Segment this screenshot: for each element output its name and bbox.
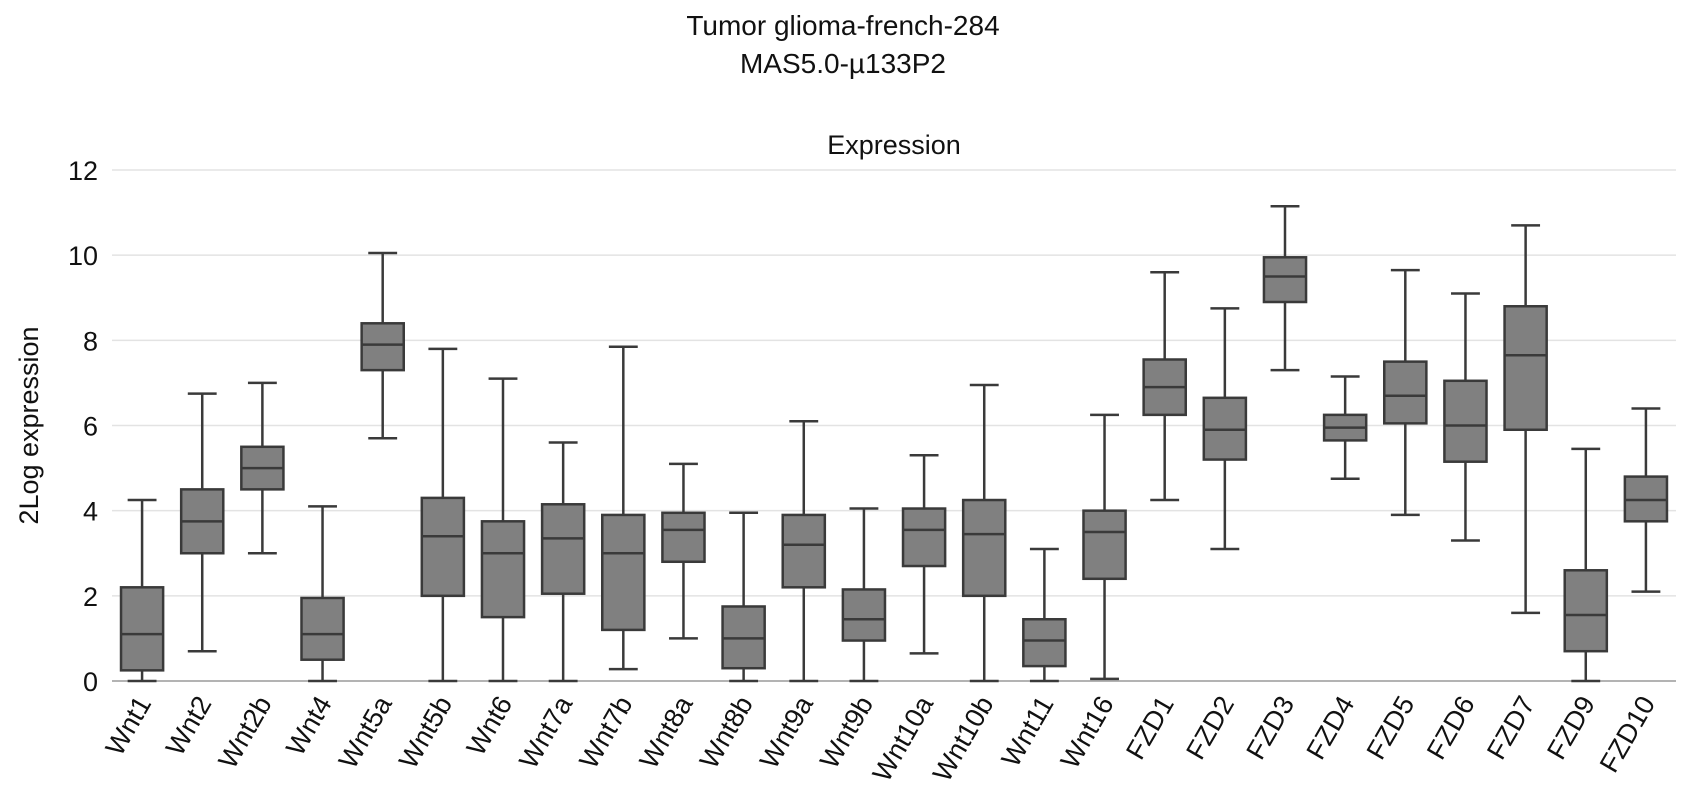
x-tick-label-FZD6: FZD6 xyxy=(1421,691,1481,764)
x-tick-label-FZD10: FZD10 xyxy=(1594,691,1661,777)
iqr-box xyxy=(360,322,405,372)
iqr-box xyxy=(661,511,706,564)
iqr-box xyxy=(901,507,947,568)
x-tick-label-FZD7: FZD7 xyxy=(1481,691,1541,764)
x-tick-label-FZD1: FZD1 xyxy=(1120,691,1180,764)
box-Wnt8a xyxy=(661,462,706,640)
box-FZD3 xyxy=(1262,204,1308,372)
x-tick-label-Wnt4: Wnt4 xyxy=(280,691,337,761)
iqr-box xyxy=(480,520,526,619)
y-tick-label-12: 12 xyxy=(68,156,98,186)
x-tick-label-Wnt11: Wnt11 xyxy=(996,691,1060,772)
box-Wnt1 xyxy=(119,498,165,683)
iqr-box xyxy=(961,498,1007,598)
x-tick-label-FZD9: FZD9 xyxy=(1541,691,1601,764)
x-tick-label-Wnt2: Wnt2 xyxy=(160,691,217,761)
y-tick-label-2: 2 xyxy=(83,582,98,612)
iqr-box xyxy=(841,588,887,642)
box-Wnt7a xyxy=(540,441,586,683)
box-Wnt11 xyxy=(1022,547,1067,683)
box-Wnt16 xyxy=(1082,413,1127,681)
x-tick-label-Wnt8a: Wnt8a xyxy=(634,690,699,773)
iqr-box xyxy=(1503,305,1548,432)
box-FZD2 xyxy=(1202,307,1248,551)
x-tick-label-Wnt9a: Wnt9a xyxy=(754,690,819,773)
iqr-box xyxy=(1563,569,1609,653)
x-tick-label-Wnt5a: Wnt5a xyxy=(333,690,398,773)
box-Wnt9b xyxy=(841,507,887,683)
x-tick-label-FZD3: FZD3 xyxy=(1240,691,1300,764)
y-axis-label: 2Log expression xyxy=(14,326,44,524)
x-tick-label-Wnt2b: Wnt2b xyxy=(213,691,278,774)
iqr-box xyxy=(1262,256,1308,304)
box-Wnt10b xyxy=(961,383,1007,683)
iqr-box xyxy=(119,586,165,672)
iqr-box xyxy=(601,513,646,632)
x-tick-label-Wnt6: Wnt6 xyxy=(461,691,518,761)
box-Wnt6 xyxy=(480,377,526,683)
box-FZD5 xyxy=(1383,268,1428,517)
x-tick-label-FZD2: FZD2 xyxy=(1180,691,1240,764)
chart-subtitle: MAS5.0-µ133P2 xyxy=(739,48,947,79)
box-FZD4 xyxy=(1322,375,1368,480)
iqr-box xyxy=(1022,618,1067,668)
x-tick-label-FZD5: FZD5 xyxy=(1361,691,1421,764)
iqr-box xyxy=(781,513,827,589)
iqr-box xyxy=(300,596,345,661)
box-FZD1 xyxy=(1142,270,1187,502)
iqr-box xyxy=(1443,379,1488,463)
panel-label: Expression xyxy=(827,130,961,160)
x-tick-label-Wnt8b: Wnt8b xyxy=(694,691,759,774)
y-tick-label-8: 8 xyxy=(83,326,98,356)
box-FZD10 xyxy=(1623,407,1669,593)
x-tick-label-FZD4: FZD4 xyxy=(1301,691,1361,764)
x-tick-label-Wnt1: Wnt1 xyxy=(100,691,157,761)
x-tick-label-Wnt9b: Wnt9b xyxy=(814,691,879,774)
box-Wnt9a xyxy=(781,419,827,683)
box-Wnt10a xyxy=(901,454,947,655)
x-tick-label-Wnt5b: Wnt5b xyxy=(393,691,458,774)
box-FZD6 xyxy=(1443,292,1488,542)
box-Wnt5b xyxy=(420,347,466,683)
iqr-box xyxy=(1082,509,1127,581)
y-tick-label-10: 10 xyxy=(68,241,98,271)
iqr-box xyxy=(1383,360,1428,425)
x-tick-label-Wnt16: Wnt16 xyxy=(1055,691,1120,774)
box-Wnt8b xyxy=(721,511,766,683)
box-FZD9 xyxy=(1563,447,1609,683)
y-tick-label-6: 6 xyxy=(83,412,98,442)
chart-title: Tumor glioma-french-284 xyxy=(686,10,1000,41)
x-tick-label-Wnt7b: Wnt7b xyxy=(573,691,638,774)
iqr-box xyxy=(540,503,586,595)
box-Wnt5a xyxy=(360,251,405,440)
y-tick-label-0: 0 xyxy=(83,667,98,697)
iqr-box xyxy=(420,496,466,598)
box-Wnt2b xyxy=(240,381,285,555)
box-Wnt2 xyxy=(179,392,225,653)
box-Wnt7b xyxy=(601,345,646,671)
y-tick-label-4: 4 xyxy=(83,497,98,527)
box-Wnt4 xyxy=(300,505,345,683)
x-tick-label-Wnt7a: Wnt7a xyxy=(513,690,578,773)
box-FZD7 xyxy=(1503,224,1548,615)
